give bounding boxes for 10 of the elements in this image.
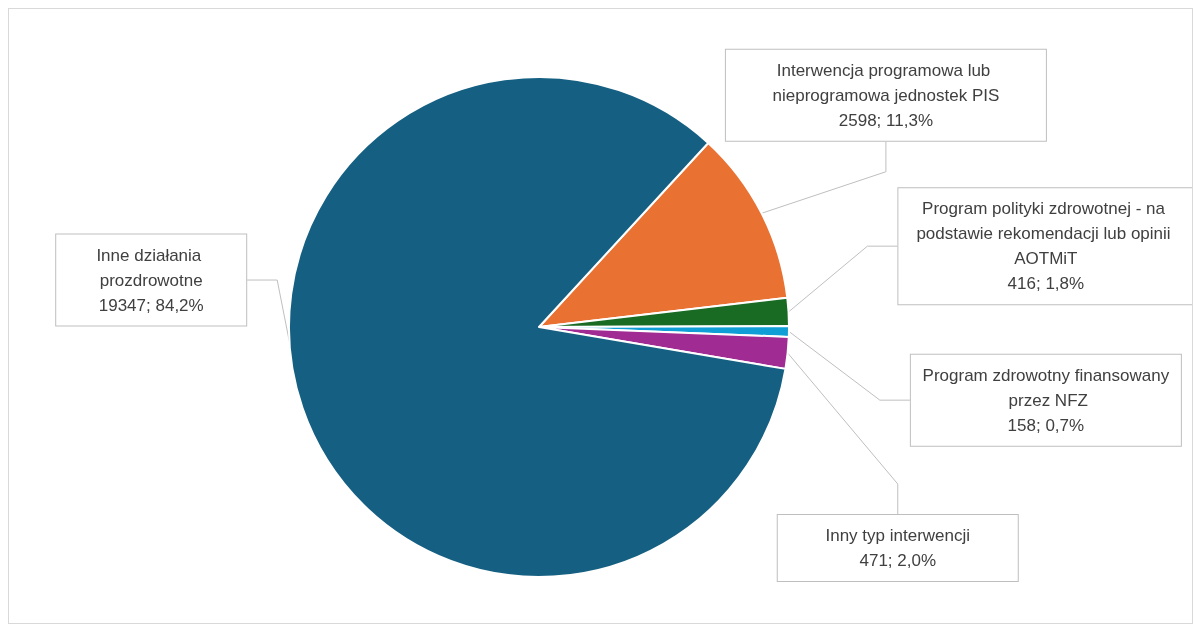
slice-label: Inne działania prozdrowotne — [96, 245, 207, 290]
slice-label: Interwencja programowa lub nieprogramowa jednostek PIS — [772, 60, 1000, 105]
data-label: 416; 1,8% — [1007, 274, 1085, 294]
data-label: 471; 2,0% — [859, 551, 937, 570]
slice-label: Program polityki zdrowotnej - na podstawie rekomendacji lub opinii AOTMiT — [916, 199, 1176, 269]
data-label: 19347; 84,2% — [98, 295, 204, 315]
data-label: 158; 0,7% — [1007, 415, 1085, 435]
slice-label: Program zdrowotny finansowany przez NFZ — [922, 365, 1170, 410]
slice-label: Inny typ interwencji — [825, 526, 971, 545]
data-label: 2598; 11,3% — [838, 110, 934, 130]
